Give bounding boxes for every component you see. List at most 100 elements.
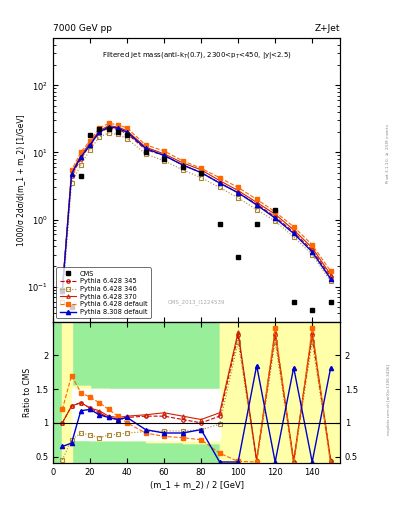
Pythia 6.428 346 [180, 167, 185, 173]
CMS [328, 298, 333, 305]
Pythia 8.308 default [180, 162, 185, 168]
Y-axis label: Ratio to CMS: Ratio to CMS [23, 368, 32, 417]
Pythia 6.428 370 [143, 144, 148, 150]
Pythia 6.428 370 [217, 178, 222, 184]
Pythia 6.428 345 [116, 126, 120, 133]
Pythia 6.428 370 [69, 169, 74, 176]
Pythia 8.308 default [106, 124, 111, 130]
Pythia 6.428 346 [310, 251, 314, 258]
Pythia 6.428 345 [217, 180, 222, 186]
Pythia 6.428 370 [106, 123, 111, 129]
Text: Rivet 3.1.10, $\geq$ 2.5M events: Rivet 3.1.10, $\geq$ 2.5M events [384, 123, 391, 184]
Pythia 6.428 346 [162, 158, 167, 164]
Pythia 6.428 346 [88, 146, 92, 153]
Pythia 6.428 default [88, 138, 92, 144]
Pythia 6.428 346 [106, 130, 111, 136]
Pythia 6.428 370 [328, 272, 333, 278]
Pythia 6.428 345 [88, 142, 92, 148]
Pythia 6.428 346 [116, 132, 120, 138]
Pythia 6.428 345 [291, 229, 296, 235]
CMS [236, 253, 241, 260]
Pythia 6.428 default [116, 121, 120, 127]
Pythia 6.428 default [79, 150, 83, 156]
Line: CMS: CMS [60, 127, 333, 312]
Pythia 8.308 default [79, 154, 83, 160]
Pythia 6.428 345 [273, 214, 277, 220]
Pythia 6.428 345 [106, 125, 111, 131]
CMS [254, 221, 259, 227]
Pythia 6.428 346 [328, 278, 333, 284]
CMS [273, 207, 277, 213]
CMS [291, 298, 296, 305]
Pythia 6.428 370 [60, 287, 65, 293]
CMS [162, 156, 167, 162]
Legend: CMS, Pythia 6.428 345, Pythia 6.428 346, Pythia 6.428 370, Pythia 6.428 default,: CMS, Pythia 6.428 345, Pythia 6.428 346,… [56, 267, 151, 318]
Pythia 6.428 345 [328, 274, 333, 280]
Pythia 8.308 default [310, 249, 314, 255]
Pythia 6.428 346 [291, 234, 296, 240]
CMS [106, 126, 111, 133]
Pythia 6.428 370 [199, 167, 204, 173]
Pythia 8.308 default [273, 215, 277, 221]
Pythia 6.428 345 [199, 169, 204, 176]
CMS [79, 173, 83, 179]
Pythia 6.428 346 [236, 195, 241, 201]
Text: mcplots.cern.ch [arXiv:1306.3436]: mcplots.cern.ch [arXiv:1306.3436] [387, 364, 391, 435]
Pythia 8.308 default [97, 129, 102, 135]
Text: Filtered jet mass(anti-k$_T$(0.7), 2300<p$_T$<450, |y|<2.5): Filtered jet mass(anti-k$_T$(0.7), 2300<… [102, 50, 291, 61]
Pythia 8.308 default [125, 129, 129, 135]
Pythia 8.308 default [162, 153, 167, 159]
CMS [116, 129, 120, 135]
Pythia 6.428 default [60, 287, 65, 293]
Bar [53, 322, 340, 463]
Pythia 6.428 346 [97, 134, 102, 140]
Pythia 8.308 default [217, 180, 222, 186]
Pythia 6.428 345 [143, 146, 148, 153]
CMS [143, 150, 148, 156]
Pythia 6.428 370 [254, 199, 259, 205]
Pythia 6.428 default [273, 209, 277, 215]
Pythia 6.428 default [236, 184, 241, 190]
Pythia 8.308 default [143, 145, 148, 152]
Pythia 6.428 370 [236, 187, 241, 194]
Pythia 8.308 default [199, 169, 204, 176]
Pythia 8.308 default [88, 142, 92, 148]
Pythia 8.308 default [60, 288, 65, 294]
Pythia 6.428 default [291, 224, 296, 230]
X-axis label: (m_1 + m_2) / 2 [GeV]: (m_1 + m_2) / 2 [GeV] [149, 480, 244, 489]
Pythia 6.428 370 [116, 124, 120, 130]
CMS [88, 132, 92, 138]
Pythia 6.428 370 [79, 153, 83, 159]
Line: Pythia 6.428 default: Pythia 6.428 default [60, 121, 333, 292]
Text: Z+Jet: Z+Jet [314, 24, 340, 33]
CMS [180, 164, 185, 170]
Line: Pythia 6.428 345: Pythia 6.428 345 [61, 126, 332, 291]
Pythia 6.428 346 [254, 207, 259, 213]
Pythia 6.428 345 [180, 162, 185, 168]
Pythia 6.428 default [69, 167, 74, 173]
Pythia 6.428 346 [60, 298, 65, 305]
Pythia 6.428 default [125, 125, 129, 131]
Text: CMS_2013_I1224539: CMS_2013_I1224539 [168, 299, 225, 305]
Pythia 6.428 345 [310, 247, 314, 253]
Pythia 6.428 370 [310, 245, 314, 251]
Pythia 6.428 370 [291, 227, 296, 233]
Pythia 6.428 345 [254, 201, 259, 207]
Pythia 6.428 370 [180, 160, 185, 166]
Pythia 6.428 345 [162, 153, 167, 159]
Pythia 6.428 370 [162, 151, 167, 157]
Pythia 6.428 345 [97, 129, 102, 135]
Bar [53, 322, 340, 463]
Pythia 8.308 default [236, 190, 241, 196]
Pythia 6.428 default [162, 148, 167, 154]
Pythia 6.428 370 [125, 127, 129, 134]
Pythia 6.428 346 [199, 175, 204, 181]
Line: Pythia 6.428 346: Pythia 6.428 346 [61, 131, 332, 303]
CMS [97, 126, 102, 133]
Pythia 8.308 default [69, 170, 74, 177]
Pythia 6.428 default [217, 175, 222, 181]
Pythia 8.308 default [116, 125, 120, 131]
Pythia 6.428 346 [125, 136, 129, 142]
Pythia 6.428 345 [79, 156, 83, 162]
Pythia 6.428 default [328, 268, 333, 274]
